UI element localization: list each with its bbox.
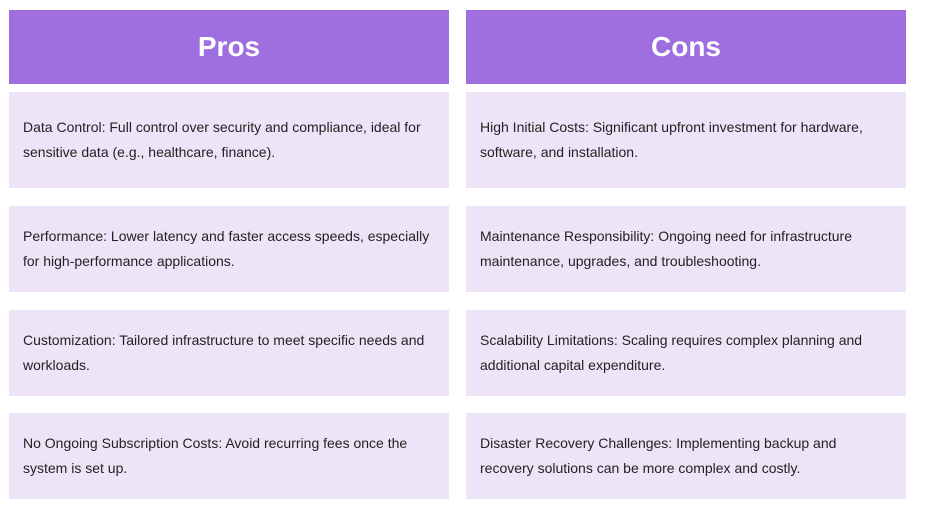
table-cell: No Ongoing Subscription Costs: Avoid rec… xyxy=(9,413,449,499)
column: Cons High Initial Costs: Significant upfr… xyxy=(466,10,906,499)
table-cell: Customization: Tailored infrastructure t… xyxy=(9,310,449,396)
column-header: Cons xyxy=(466,10,906,84)
column-header: Pros xyxy=(9,10,449,84)
table-cell: Data Control: Full control over security… xyxy=(9,92,449,188)
column: Pros Data Control: Full control over secu… xyxy=(9,10,449,499)
table-cell: Maintenance Responsibility: Ongoing need… xyxy=(466,206,906,292)
table-cell: Scalability Limitations: Scaling require… xyxy=(466,310,906,396)
table-cell: Disaster Recovery Challenges: Implementi… xyxy=(466,413,906,499)
table-cell: High Initial Costs: Significant upfront … xyxy=(466,92,906,188)
table-cell: Performance: Lower latency and faster ac… xyxy=(9,206,449,292)
